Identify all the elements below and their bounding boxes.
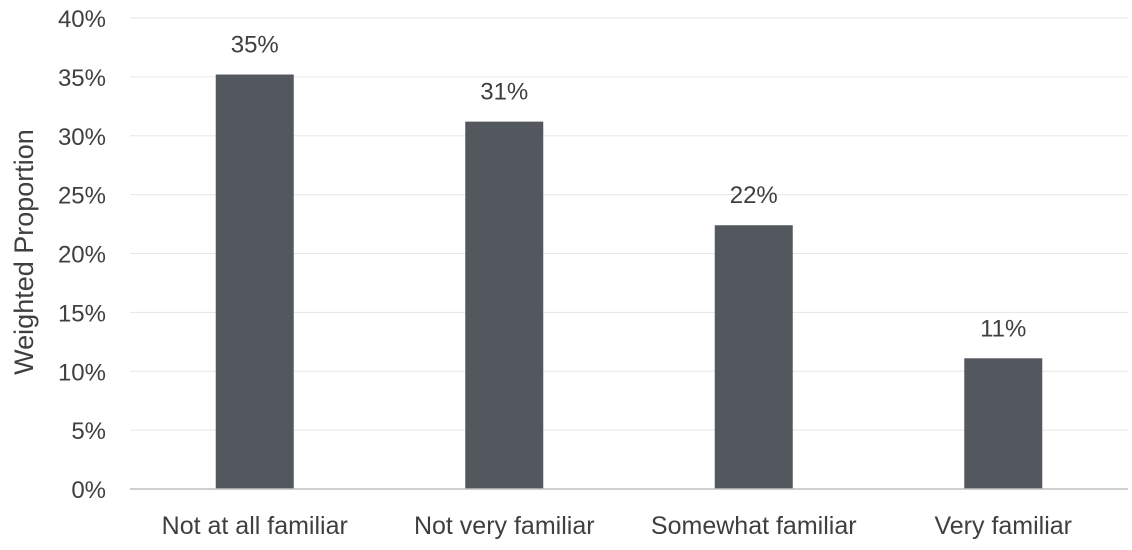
x-tick-labels: Not at all familiar Not very familiar Some…	[162, 512, 1072, 540]
y-axis-title: Weighted Proportion	[9, 129, 39, 375]
y-tick-label: 0%	[71, 477, 106, 504]
bar	[215, 74, 294, 490]
x-tick-label: Somewhat familiar	[651, 512, 857, 540]
y-tick-label: 25%	[58, 183, 106, 210]
data-labels: 35% 31% 22% 11%	[231, 32, 1027, 343]
x-tick-label: Not at all familiar	[162, 512, 348, 540]
y-tick-label: 30%	[58, 124, 106, 151]
data-label: 31%	[480, 79, 528, 106]
data-label: 11%	[980, 315, 1026, 342]
y-tick-label: 20%	[58, 242, 106, 269]
y-tick-label: 40%	[58, 6, 106, 33]
bar	[964, 358, 1043, 489]
y-tick-label: 35%	[58, 65, 106, 92]
y-tick-label: 5%	[71, 418, 106, 445]
x-tick-label: Very familiar	[934, 512, 1072, 540]
y-tick-label: 10%	[58, 359, 106, 386]
bar	[465, 121, 544, 490]
bar	[714, 225, 793, 490]
data-label: 22%	[730, 182, 778, 209]
y-tick-label: 15%	[58, 300, 106, 327]
bars	[215, 74, 1043, 490]
y-tick-labels: 0% 5% 10% 15% 20% 25% 30% 35% 40%	[58, 6, 106, 504]
gridlines	[130, 17, 1128, 431]
data-label: 35%	[231, 32, 279, 59]
x-tick-label: Not very familiar	[414, 512, 595, 540]
